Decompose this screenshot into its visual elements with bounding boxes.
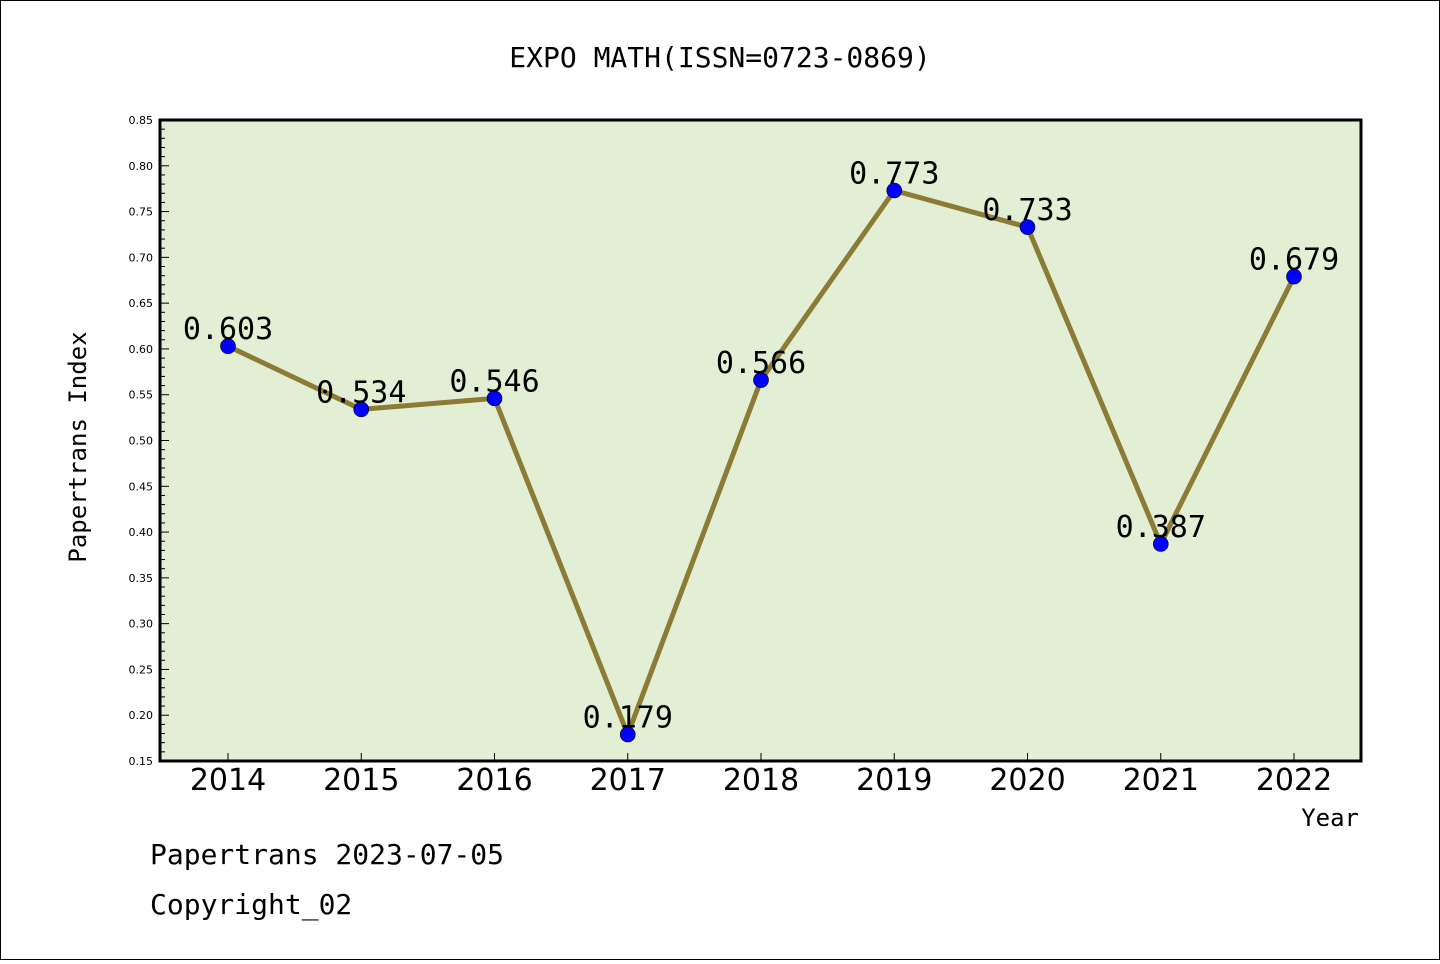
plot-area (160, 120, 1361, 761)
y-axis-label: Papertrans Index (64, 331, 92, 562)
data-label: 0.534 (316, 375, 406, 410)
y-tick-label: 0.40 (129, 526, 154, 539)
y-tick-label: 0.80 (129, 160, 154, 173)
x-tick-label: 2018 (723, 763, 799, 798)
copyright-text: Copyright_02 (150, 888, 352, 922)
chart-title: EXPO MATH(ISSN=0723-0869) (509, 41, 930, 74)
data-point (1286, 268, 1302, 285)
plot-border (158, 118, 1363, 763)
y-tick-label: 0.30 (129, 618, 154, 631)
x-axis: 2014 2015 2016 2017 2018 2019 2020 2021 2022 (190, 753, 1332, 798)
markers-layer (220, 182, 1302, 743)
x-tick-label: 2016 (456, 763, 532, 798)
data-point (753, 372, 769, 388)
data-point (220, 338, 236, 354)
data-point (1152, 536, 1169, 552)
data-point (1019, 219, 1036, 235)
generated-date-text: Papertrans 2023-07-05 (150, 838, 504, 871)
data-label: 0.387 (1116, 510, 1206, 545)
x-tick-label: 2022 (1256, 763, 1332, 798)
x-axis-label: Year (1301, 804, 1359, 832)
x-tick-label: 2021 (1123, 763, 1199, 798)
y-tick-label: 0.65 (129, 297, 154, 310)
data-point (619, 726, 636, 743)
data-label: 0.566 (716, 346, 806, 381)
y-tick-label: 0.75 (129, 206, 154, 219)
data-label: 0.546 (449, 364, 539, 399)
x-tick-label: 2017 (590, 763, 666, 798)
x-tick-label: 2014 (190, 763, 266, 798)
y-tick-label: 0.50 (129, 435, 154, 448)
data-label: 0.733 (982, 193, 1072, 228)
data-label: 0.773 (849, 157, 939, 192)
y-tick-label: 0.70 (129, 251, 154, 264)
x-tick-label: 2015 (323, 763, 399, 798)
y-tick-label: 0.45 (129, 480, 154, 493)
y-axis: 0.15 0.20 0.25 0.30 0.35 0.40 0.45 0.50 0.55 0.60… (129, 114, 169, 768)
data-label: 0.179 (583, 700, 673, 735)
data-label: 0.603 (183, 312, 273, 347)
y-tick-label: 0.20 (129, 709, 154, 722)
data-point (486, 390, 503, 407)
data-point (886, 182, 903, 199)
x-tick-label: 2020 (989, 763, 1065, 798)
x-tick-label: 2019 (856, 763, 932, 798)
data-point (353, 401, 370, 418)
y-tick-label: 0.35 (129, 572, 154, 585)
y-tick-label: 0.15 (129, 755, 154, 768)
y-tick-label: 0.60 (129, 343, 154, 356)
data-label: 0.679 (1249, 243, 1339, 278)
y-tick-label: 0.85 (129, 114, 154, 127)
y-tick-label: 0.25 (129, 663, 154, 676)
y-tick-label: 0.55 (129, 389, 154, 402)
data-labels-layer: 0.603 0.534 0.546 0.179 0.566 0.773 0.733 0.387… (183, 157, 1339, 736)
